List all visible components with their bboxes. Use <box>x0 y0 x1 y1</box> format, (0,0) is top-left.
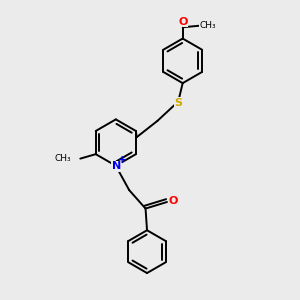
Text: CH₃: CH₃ <box>54 154 71 163</box>
Text: O: O <box>178 17 188 27</box>
Text: S: S <box>174 98 182 108</box>
Text: O: O <box>169 196 178 206</box>
Text: CH₃: CH₃ <box>200 21 216 30</box>
Text: +: + <box>118 155 126 165</box>
Text: N: N <box>112 161 121 171</box>
